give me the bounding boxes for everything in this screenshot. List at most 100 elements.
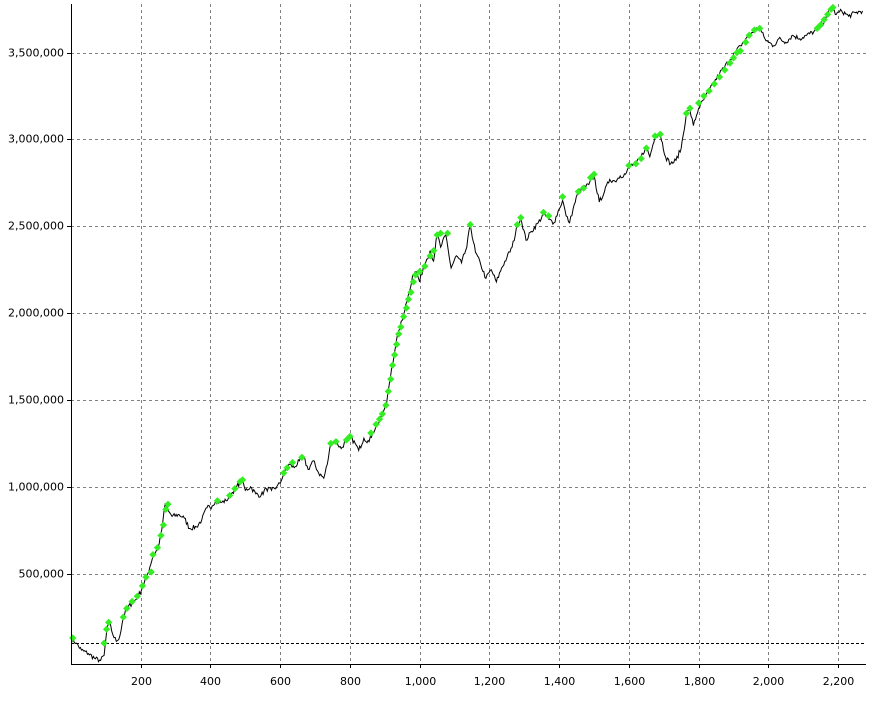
x-tick-label: 400 bbox=[200, 675, 221, 688]
new-high-marker bbox=[213, 497, 222, 505]
new-high-marker bbox=[288, 458, 297, 467]
new-high-marker bbox=[375, 415, 384, 423]
new-high-marker bbox=[409, 278, 418, 286]
new-high-marker bbox=[715, 73, 724, 81]
x-tick-label: 2,200 bbox=[823, 675, 855, 688]
x-tick-label: 1,600 bbox=[614, 675, 646, 688]
new-high-marker bbox=[142, 573, 150, 581]
new-high-marker bbox=[742, 38, 750, 46]
new-high-marker bbox=[327, 439, 335, 448]
new-high-marker bbox=[402, 304, 411, 312]
new-high-marker bbox=[426, 252, 434, 260]
new-high-marker bbox=[102, 625, 111, 633]
new-high-marker bbox=[388, 361, 397, 369]
new-high-marker bbox=[133, 592, 141, 600]
new-high-marker bbox=[153, 544, 162, 552]
new-high-markers bbox=[69, 3, 837, 647]
new-high-marker bbox=[157, 531, 165, 540]
y-tick-label: 500,000 bbox=[19, 568, 65, 581]
new-high-marker bbox=[726, 59, 734, 67]
tick-labels: 200 400 600 800 1,000 1,200 1,400 1,600 1,800 2,0… bbox=[8, 47, 854, 689]
new-high-marker bbox=[656, 130, 664, 138]
new-high-marker bbox=[545, 212, 553, 220]
new-high-marker bbox=[517, 214, 525, 222]
new-high-marker bbox=[128, 597, 136, 606]
new-high-marker bbox=[342, 436, 351, 444]
y-tick-label: 3,500,000 bbox=[8, 47, 64, 60]
new-high-marker bbox=[586, 174, 595, 182]
grid-layer bbox=[71, 4, 866, 664]
new-high-marker bbox=[736, 47, 745, 55]
new-high-marker bbox=[384, 387, 392, 395]
new-high-marker bbox=[705, 87, 713, 95]
x-tick-label: 2,000 bbox=[753, 675, 785, 688]
x-tick-label: 1,400 bbox=[544, 675, 576, 688]
new-high-marker bbox=[159, 521, 168, 529]
new-high-marker bbox=[404, 295, 413, 303]
new-high-marker bbox=[813, 24, 821, 32]
new-high-marker bbox=[820, 16, 828, 24]
new-high-marker bbox=[430, 247, 438, 255]
new-high-marker bbox=[559, 193, 567, 201]
x-tick-label: 1,800 bbox=[684, 675, 716, 688]
y-tick-label: 1,500,000 bbox=[8, 394, 64, 407]
new-high-marker bbox=[590, 170, 598, 178]
new-high-marker bbox=[632, 160, 640, 168]
new-high-marker bbox=[651, 132, 659, 140]
y-tick-label: 2,000,000 bbox=[8, 307, 64, 320]
y-tick-label: 2,500,000 bbox=[8, 220, 64, 233]
new-high-marker bbox=[387, 375, 395, 383]
new-high-marker bbox=[298, 453, 306, 461]
new-high-marker bbox=[700, 92, 708, 100]
new-high-marker bbox=[395, 330, 403, 338]
new-high-marker bbox=[346, 432, 354, 441]
new-high-marker bbox=[466, 220, 474, 229]
new-high-marker bbox=[682, 109, 691, 118]
new-high-marker bbox=[382, 401, 390, 409]
y-tick-label: 3,000,000 bbox=[8, 133, 64, 146]
new-high-marker bbox=[539, 208, 548, 217]
new-high-marker bbox=[574, 187, 582, 196]
new-high-marker bbox=[756, 24, 764, 32]
new-high-marker bbox=[390, 351, 399, 359]
new-high-marker bbox=[238, 476, 247, 484]
new-high-marker bbox=[393, 340, 401, 349]
new-high-marker bbox=[745, 31, 753, 39]
x-tick-label: 200 bbox=[131, 675, 152, 688]
new-high-marker bbox=[443, 229, 452, 237]
axis-layer bbox=[67, 4, 866, 668]
new-high-marker bbox=[100, 639, 108, 647]
new-high-marker bbox=[642, 144, 650, 152]
x-tick-label: 800 bbox=[340, 675, 361, 688]
new-high-marker bbox=[105, 618, 113, 626]
new-high-marker bbox=[695, 99, 703, 107]
new-high-marker bbox=[421, 262, 429, 270]
new-high-marker bbox=[119, 613, 127, 621]
new-high-marker bbox=[397, 323, 405, 331]
new-high-marker bbox=[579, 184, 588, 192]
new-high-marker bbox=[436, 229, 445, 237]
new-high-marker bbox=[829, 3, 837, 12]
x-tick-label: 600 bbox=[270, 675, 291, 688]
new-high-marker bbox=[625, 161, 633, 170]
new-high-marker bbox=[332, 438, 340, 446]
new-high-marker bbox=[147, 568, 155, 576]
new-high-marker bbox=[123, 604, 131, 613]
new-high-marker bbox=[637, 154, 645, 163]
new-high-marker bbox=[378, 410, 386, 418]
new-high-marker bbox=[411, 271, 420, 279]
new-high-marker bbox=[416, 267, 424, 276]
new-high-marker bbox=[372, 420, 380, 428]
new-high-marker bbox=[226, 491, 234, 500]
new-high-marker bbox=[513, 220, 521, 229]
new-high-marker bbox=[138, 582, 147, 590]
new-high-marker bbox=[710, 80, 718, 88]
new-high-marker bbox=[824, 10, 832, 19]
new-high-marker bbox=[729, 54, 738, 62]
x-tick-label: 1,200 bbox=[474, 675, 506, 688]
new-high-marker bbox=[69, 634, 77, 642]
new-high-marker bbox=[164, 500, 172, 508]
